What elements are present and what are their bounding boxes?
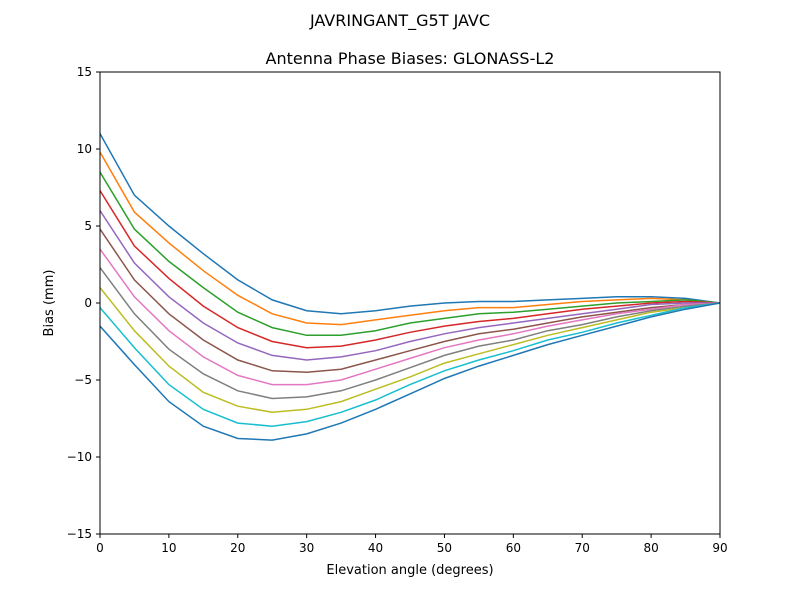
series-line — [99, 210, 720, 361]
x-tick-label: 60 — [506, 541, 521, 555]
series-line — [99, 287, 721, 414]
y-tick-label: 5 — [84, 219, 92, 233]
x-tick-label: 50 — [437, 541, 452, 555]
x-tick-label: 70 — [575, 541, 590, 555]
y-tick-label: −5 — [74, 373, 92, 387]
series-line — [99, 171, 721, 337]
series-line — [99, 302, 721, 441]
series-line — [99, 228, 721, 374]
x-tick-label: 20 — [230, 541, 245, 555]
y-tick-label: 15 — [77, 65, 92, 79]
series-line — [99, 190, 721, 349]
x-tick-label: 10 — [161, 541, 176, 555]
x-tick-label: 30 — [299, 541, 314, 555]
series-line — [99, 248, 721, 386]
series-line — [99, 151, 721, 326]
x-axis: 0 10 20 30 40 50 60 70 80 90 — [96, 534, 728, 555]
x-tick-label: 40 — [368, 541, 383, 555]
chart-title: Antenna Phase Biases: GLONASS-L2 — [266, 49, 555, 68]
figure-suptitle: JAVRINGANT_G5T JAVC — [309, 11, 490, 31]
series-lines — [99, 133, 721, 441]
x-tick-label: 80 — [643, 541, 658, 555]
y-axis-label: Bias (mm) — [42, 270, 57, 337]
series-line — [99, 133, 721, 315]
y-axis: −15 −10 −5 0 5 10 15 — [67, 65, 100, 541]
x-tick-label: 0 — [96, 541, 104, 555]
x-tick-label: 90 — [712, 541, 727, 555]
y-tick-label: −10 — [67, 450, 92, 464]
series-line — [99, 302, 721, 427]
y-tick-label: 10 — [77, 142, 92, 156]
y-tick-label: 0 — [84, 296, 92, 310]
series-line — [99, 267, 721, 400]
x-axis-label: Elevation angle (degrees) — [326, 563, 493, 578]
y-tick-label: −15 — [67, 527, 92, 541]
